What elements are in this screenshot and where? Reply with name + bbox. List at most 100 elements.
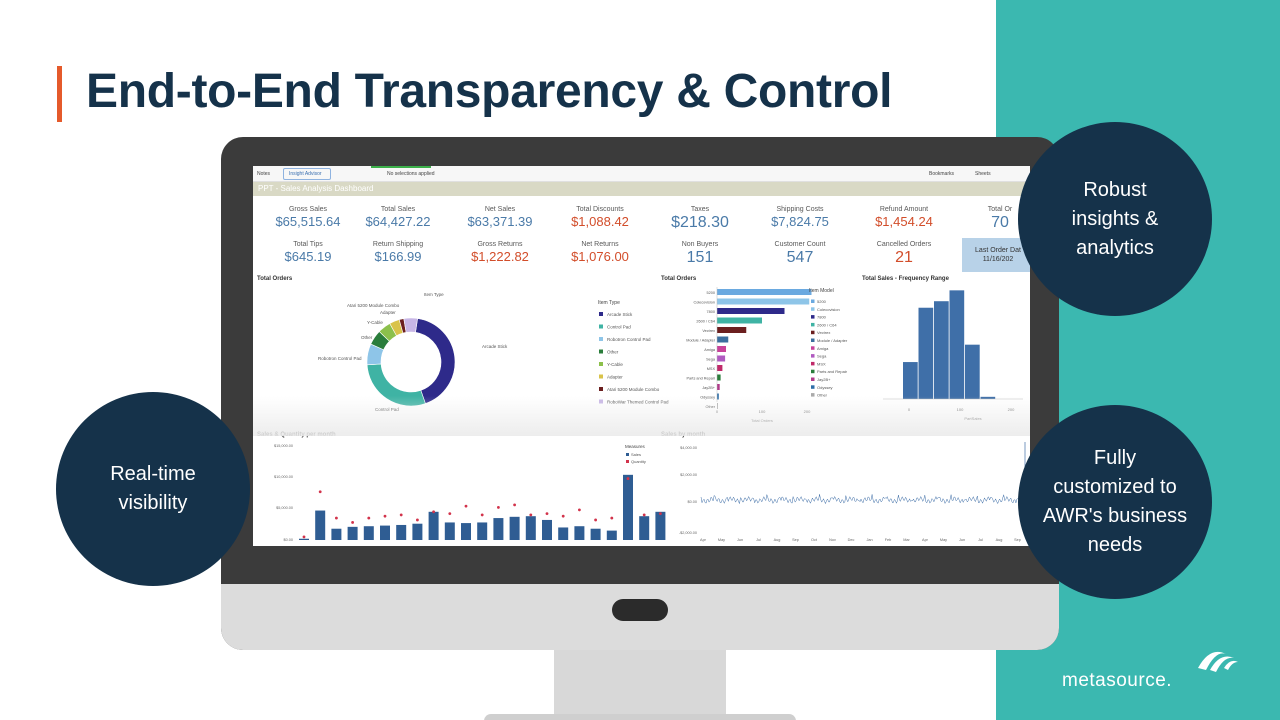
combo-quantity-point xyxy=(642,513,646,517)
line-month-label: Jul xyxy=(756,538,761,542)
hbar-category-label: MSX xyxy=(707,367,716,371)
hbar-bar xyxy=(717,289,812,295)
donut-legend-title: Item Type xyxy=(598,300,620,306)
combo-sales-bar xyxy=(639,516,650,540)
hbar-category-label: 7800 xyxy=(707,310,715,314)
hbar-legend-label: 5200 xyxy=(817,299,827,304)
kpi-label: Gross Returns xyxy=(477,241,523,248)
notes-button[interactable]: Notes xyxy=(257,171,271,177)
sheet-title: PPT - Sales Analysis Dashboard xyxy=(253,182,1030,196)
combo-quantity-point xyxy=(351,521,354,524)
kpi-value: $7,824.75 xyxy=(771,214,829,229)
combo-sales-bar xyxy=(509,516,520,540)
combo-tick-label: $15,000.00 xyxy=(274,444,293,448)
kpi-value: 151 xyxy=(686,249,714,266)
hbar-legend-label: Amiga xyxy=(817,346,829,351)
hbar-legend-swatch xyxy=(811,369,815,374)
bookmarks-button[interactable]: Bookmarks xyxy=(929,171,955,177)
custom-line-2: customized to xyxy=(1053,476,1177,498)
insight-advisor-button[interactable] xyxy=(283,168,331,180)
kpi-label: Taxes xyxy=(690,206,710,213)
kpi-tile[interactable]: Refund Amount $1,454.24 xyxy=(849,206,959,229)
kpi-tile[interactable]: Taxes $218.30 xyxy=(645,206,755,232)
hbar-category-label: Amiga xyxy=(704,348,716,352)
combo-sales-bar xyxy=(655,511,666,540)
hbar-legend-swatch xyxy=(811,299,815,303)
kpi-tile[interactable]: Shipping Costs $7,824.75 xyxy=(745,206,855,229)
hbar-bar xyxy=(717,327,747,333)
hbar-legend-swatch xyxy=(811,307,815,311)
kpi-label: Total Or xyxy=(987,206,1013,213)
robust-insights-circle: Robust insights & analytics xyxy=(1018,122,1212,316)
kpi-tile[interactable]: Return Shipping $166.99 xyxy=(343,241,453,264)
donut-legend-swatch xyxy=(599,324,603,329)
sheets-button[interactable]: Sheets xyxy=(975,171,991,177)
dashboard-toolbar: Notes Insight Advisor No selections appl… xyxy=(253,166,1030,182)
kpi-tile[interactable]: Net Sales $63,371.39 xyxy=(445,206,555,229)
combo-quantity-point xyxy=(545,512,549,516)
combo-legend-swatch xyxy=(626,453,629,456)
kpi-value: $65,515.64 xyxy=(275,214,341,229)
combo-quantity-point xyxy=(399,513,403,517)
combo-quantity-point xyxy=(578,508,581,512)
line-month-label: Jul xyxy=(978,538,983,542)
combo-quantity-point xyxy=(432,510,435,514)
kpi-tile[interactable]: Gross Returns $1,222.82 xyxy=(445,241,555,264)
kpi-tile[interactable]: Gross Sales $65,515.64 xyxy=(253,206,363,229)
kpi-value: $1,088.42 xyxy=(571,214,629,229)
realtime-visibility-circle: Real-time visibility xyxy=(56,392,250,586)
hbar-legend-label: Vectrex xyxy=(817,330,830,335)
hbar-bar xyxy=(717,298,810,305)
kpi-tile[interactable]: Total Discounts $1,088.42 xyxy=(545,206,655,229)
kpi-tile[interactable]: Net Returns $1,076.00 xyxy=(545,241,655,264)
last-order-value: 11/16/202 xyxy=(982,256,1014,263)
hbar-panel-title: Total Orders xyxy=(661,276,697,282)
combo-quantity-point xyxy=(367,516,371,520)
hbar-legend-label: 2600 / C64 xyxy=(817,322,837,327)
combo-quantity-point xyxy=(416,518,419,522)
donut-label: Atari 5200 Module Combo xyxy=(347,303,400,308)
insight-advisor-label: Insight Advisor xyxy=(289,171,322,177)
hbar-legend-swatch xyxy=(811,385,815,389)
combo-quantity-point xyxy=(594,518,597,522)
donut-legend-label: Atari 5200 Module Combo xyxy=(607,387,660,392)
donut-legend-label: Other xyxy=(607,350,619,355)
kpi-tile[interactable]: Cancelled Orders 21 xyxy=(849,241,959,267)
kpi-tile[interactable]: Non Buyers 151 xyxy=(645,241,755,267)
combo-legend-title: Measures xyxy=(625,444,646,449)
line-month-label: Aug xyxy=(774,538,781,542)
kpi-tile[interactable]: Customer Count 547 xyxy=(745,241,855,267)
combo-sales-bar xyxy=(477,522,488,540)
hbar-legend-swatch xyxy=(811,315,815,319)
metasource-logo-mark xyxy=(1198,651,1238,672)
hbar-legend-label: Other xyxy=(817,393,828,398)
monitor-stand-base xyxy=(484,714,796,720)
hbar-legend-swatch xyxy=(811,338,815,342)
hbar-bar xyxy=(717,384,720,390)
combo-quantity-point xyxy=(626,477,630,480)
hbar-category-label: 2600 / C64 xyxy=(696,320,715,324)
kpi-tile[interactable]: Total Sales $64,427.22 xyxy=(343,206,453,229)
hbar-bar xyxy=(717,308,785,314)
kpi-label: Total Discounts xyxy=(576,206,624,213)
donut-legend-swatch xyxy=(599,362,603,366)
kpi-label: Total Tips xyxy=(293,241,323,248)
selection-indicator xyxy=(371,166,431,168)
combo-legend-swatch xyxy=(626,460,629,463)
kpi-tile[interactable]: Total Tips $645.19 xyxy=(253,241,363,264)
histogram-bar xyxy=(965,344,980,399)
kpi-value: $166.99 xyxy=(374,249,422,264)
combo-sales-bar xyxy=(299,538,309,540)
title-accent-bar xyxy=(57,66,62,122)
hbar-legend-swatch xyxy=(811,354,815,358)
monitor-stand xyxy=(554,650,726,720)
kpi-label: Refund Amount xyxy=(879,206,929,213)
kpi-label: Gross Sales xyxy=(288,206,328,213)
donut-legend-label: Adapter xyxy=(607,375,623,380)
custom-line-3: AWR's business xyxy=(1042,505,1188,527)
realtime-line-1: Real-time xyxy=(110,463,196,485)
last-order-date-box: Last Order Dat 11/16/202 xyxy=(962,238,1030,272)
kpi-value: $645.19 xyxy=(284,249,332,264)
kpi-tile[interactable]: Total Or 70 xyxy=(945,206,1030,232)
